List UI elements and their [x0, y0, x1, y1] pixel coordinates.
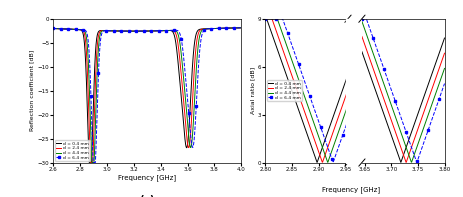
Line: d = 0.4 mm: d = 0.4 mm: [53, 28, 241, 163]
d = 4.4 mm: [313, 128, 318, 130]
d = 0.4 mm: [313, 158, 318, 161]
d = 4.4 mm: [311, 123, 316, 125]
Legend: d = 0.4 mm, d = 2.4 mm, d = 4.4 mm, d = 6.4 mm: d = 0.4 mm, d = 2.4 mm, d = 4.4 mm, d = …: [55, 140, 89, 161]
d = 2.4 mm: [88, 161, 93, 164]
d = 4.4 mm: [311, 124, 317, 126]
d = 2.4 mm: [319, 161, 325, 163]
d = 6.4 mm: [137, 30, 142, 32]
d = 2.4 mm: [137, 30, 142, 32]
d = 2.4 mm: [337, 110, 343, 112]
d = 4.4 mm: [137, 30, 142, 32]
d = 6.4 mm: [60, 28, 66, 30]
d = 2.4 mm: [198, 28, 204, 31]
Line: d = 2.4 mm: d = 2.4 mm: [265, 19, 347, 162]
d = 0.4 mm: [60, 28, 66, 30]
d = 0.4 mm: [232, 27, 238, 29]
d = 2.4 mm: [60, 28, 66, 30]
Line: d = 2.4 mm: d = 2.4 mm: [53, 28, 241, 163]
d = 0.4 mm: [137, 30, 142, 32]
d = 4.4 mm: [344, 104, 350, 106]
Line: d = 6.4 mm: d = 6.4 mm: [52, 27, 242, 164]
d = 0.4 mm: [337, 95, 343, 97]
d = 6.4 mm: [90, 161, 96, 164]
d = 4.4 mm: [50, 27, 56, 30]
d = 6.4 mm: [344, 119, 350, 121]
d = 6.4 mm: [330, 161, 335, 164]
d = 4.4 mm: [337, 125, 343, 127]
Line: d = 4.4 mm: d = 4.4 mm: [53, 28, 241, 163]
Text: Frequency [GHz]: Frequency [GHz]: [321, 186, 380, 193]
d = 6.4 mm: [332, 155, 338, 157]
d = 2.4 mm: [332, 125, 338, 127]
d = 2.4 mm: [238, 27, 244, 29]
d = 4.4 mm: [232, 27, 238, 29]
d = 6.4 mm: [142, 30, 147, 32]
d = 6.4 mm: [337, 140, 343, 142]
d = 4.4 mm: [325, 161, 330, 164]
d = 4.4 mm: [332, 140, 338, 142]
d = 0.4 mm: [142, 30, 147, 32]
d = 4.4 mm: [60, 28, 66, 30]
d = 4.4 mm: [262, 18, 268, 20]
d = 0.4 mm: [50, 27, 56, 30]
Legend: d = 0.4 mm, d = 2.4 mm, d = 4.4 mm, d = 6.4 mm: d = 0.4 mm, d = 2.4 mm, d = 4.4 mm, d = …: [266, 80, 301, 101]
d = 4.4 mm: [198, 30, 204, 32]
d = 0.4 mm: [86, 161, 92, 164]
d = 2.4 mm: [142, 30, 147, 32]
d = 6.4 mm: [311, 109, 317, 111]
Line: d = 4.4 mm: d = 4.4 mm: [265, 19, 347, 162]
Y-axis label: Axial ratio [dB]: Axial ratio [dB]: [250, 67, 254, 114]
d = 2.4 mm: [232, 27, 238, 29]
d = 6.4 mm: [311, 108, 316, 110]
d = 0.4 mm: [198, 28, 204, 30]
d = 0.4 mm: [311, 154, 317, 157]
d = 4.4 mm: [232, 27, 238, 29]
d = 6.4 mm: [50, 27, 56, 30]
d = 6.4 mm: [232, 27, 238, 29]
d = 4.4 mm: [142, 30, 147, 32]
d = 2.4 mm: [311, 138, 316, 141]
Text: (a): (a): [139, 195, 155, 197]
d = 2.4 mm: [262, 18, 268, 20]
d = 2.4 mm: [344, 88, 350, 91]
d = 2.4 mm: [50, 27, 56, 30]
d = 0.4 mm: [311, 153, 316, 156]
d = 6.4 mm: [198, 36, 204, 38]
d = 2.4 mm: [263, 18, 268, 20]
d = 0.4 mm: [232, 27, 238, 29]
d = 4.4 mm: [89, 161, 94, 164]
Line: d = 6.4 mm: d = 6.4 mm: [263, 18, 349, 164]
d = 6.4 mm: [263, 18, 268, 20]
d = 2.4 mm: [313, 143, 318, 145]
X-axis label: Frequency [GHz]: Frequency [GHz]: [118, 175, 176, 181]
d = 4.4 mm: [263, 18, 268, 20]
d = 0.4 mm: [313, 161, 319, 164]
Line: d = 0.4 mm: d = 0.4 mm: [265, 19, 347, 163]
d = 6.4 mm: [313, 112, 318, 115]
d = 0.4 mm: [238, 27, 244, 29]
d = 4.4 mm: [238, 27, 244, 29]
d = 6.4 mm: [262, 18, 268, 20]
d = 6.4 mm: [238, 27, 244, 29]
d = 0.4 mm: [263, 18, 268, 20]
Y-axis label: Reflection coefficient [dB]: Reflection coefficient [dB]: [30, 50, 35, 131]
d = 6.4 mm: [232, 27, 238, 29]
d = 2.4 mm: [311, 139, 317, 141]
d = 0.4 mm: [344, 73, 350, 76]
d = 0.4 mm: [262, 18, 268, 20]
d = 0.4 mm: [332, 110, 338, 112]
d = 2.4 mm: [232, 27, 238, 29]
